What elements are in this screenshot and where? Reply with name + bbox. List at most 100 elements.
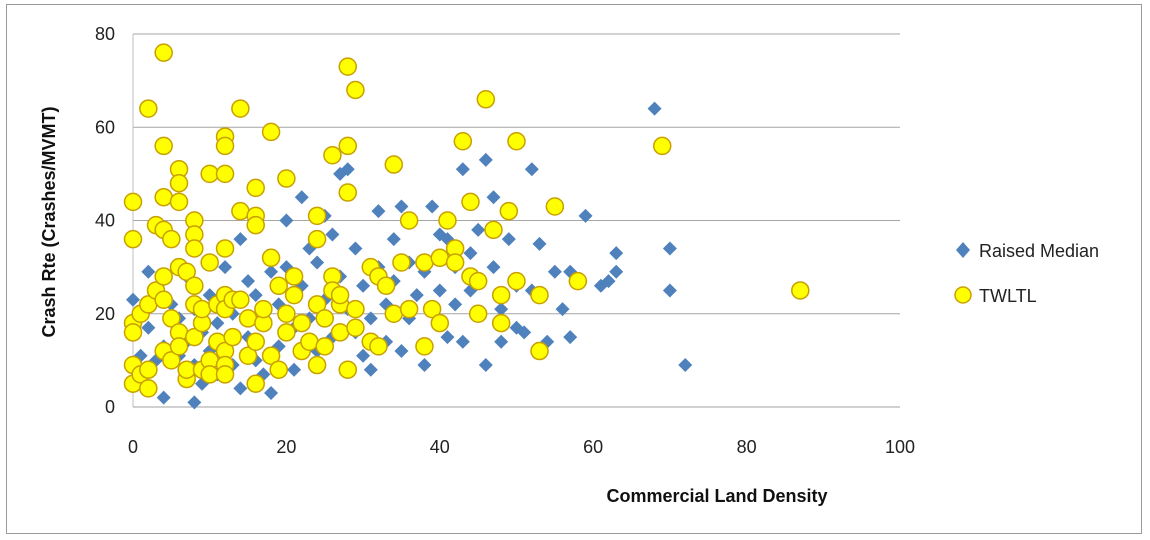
point-twltl: [261, 248, 281, 268]
point-raised-median: [555, 302, 570, 317]
point-twltl: [330, 285, 350, 305]
point-twltl: [461, 192, 480, 212]
point-twltl: [530, 341, 549, 361]
point-twltl: [123, 323, 143, 342]
y-tick-label: 80: [95, 24, 115, 44]
point-twltl: [169, 337, 189, 356]
point-twltl: [430, 248, 450, 268]
point-twltl: [415, 253, 434, 272]
point-raised-median: [409, 288, 424, 303]
point-raised-median: [563, 330, 578, 345]
point-twltl: [399, 299, 419, 319]
point-raised-median: [356, 348, 371, 363]
point-twltl: [484, 220, 503, 240]
point-raised-median: [455, 334, 470, 349]
y-tick-label: 60: [95, 117, 115, 137]
point-raised-median: [662, 241, 677, 256]
point-twltl: [384, 304, 404, 323]
point-raised-median: [455, 162, 470, 177]
point-raised-median: [432, 283, 447, 298]
point-twltl: [507, 131, 526, 151]
point-twltl: [246, 332, 265, 351]
point-twltl: [192, 299, 212, 319]
point-twltl: [507, 271, 526, 291]
point-raised-median: [394, 344, 409, 359]
point-twltl: [338, 136, 358, 156]
point-twltl: [231, 99, 250, 118]
point-raised-median: [340, 162, 355, 177]
point-raised-median: [394, 199, 409, 214]
point-raised-median: [356, 278, 371, 293]
point-twltl: [139, 99, 158, 118]
point-twltl: [376, 276, 396, 296]
point-raised-median: [662, 283, 677, 298]
point-twltl: [292, 313, 311, 333]
point-twltl: [215, 239, 235, 258]
point-twltl: [491, 313, 511, 333]
y-axis-title: Crash Rte (Crashes/MVMT): [39, 106, 59, 337]
y-tick-label: 20: [95, 304, 115, 324]
point-twltl: [215, 365, 235, 384]
point-twltl: [185, 239, 204, 258]
point-twltl: [169, 192, 189, 212]
point-twltl: [346, 80, 365, 100]
point-raised-median: [486, 190, 501, 205]
point-twltl: [154, 187, 173, 207]
point-twltl: [346, 299, 365, 319]
point-twltl: [430, 313, 450, 333]
tick-labels: 0 20 40 60 80 0 20 40 60 80 100: [95, 24, 915, 457]
x-tick-label: 20: [276, 437, 296, 457]
point-twltl: [246, 374, 265, 393]
point-twltl: [338, 57, 358, 76]
point-raised-median: [609, 246, 624, 261]
point-twltl: [154, 43, 173, 62]
point-raised-median: [210, 316, 225, 331]
point-raised-median: [517, 325, 532, 340]
point-twltl: [438, 211, 457, 230]
y-tick-label: 0: [105, 397, 115, 417]
point-twltl: [238, 346, 258, 365]
point-twltl: [307, 295, 327, 314]
point-raised-median: [494, 334, 509, 349]
point-twltl: [185, 327, 204, 347]
point-raised-median: [348, 241, 363, 256]
point-raised-median: [486, 260, 501, 275]
point-raised-median: [386, 232, 401, 247]
point-twltl: [307, 355, 327, 375]
point-twltl: [261, 122, 281, 142]
gridlines: [133, 33, 900, 315]
point-raised-median: [126, 292, 140, 307]
point-twltl: [123, 192, 143, 212]
point-twltl: [284, 285, 304, 305]
point-twltl: [154, 136, 173, 156]
point-twltl: [277, 304, 296, 323]
x-tick-label: 40: [430, 437, 450, 457]
point-twltl: [307, 206, 327, 226]
point-twltl: [123, 229, 143, 249]
point-raised-median: [233, 232, 248, 247]
point-twltl: [200, 365, 219, 384]
point-twltl: [652, 136, 672, 156]
point-twltl: [162, 229, 181, 249]
point-twltl: [300, 332, 319, 351]
x-tick-label: 80: [737, 437, 757, 457]
point-raised-median: [264, 386, 279, 401]
point-raised-median: [524, 162, 539, 177]
point-twltl: [246, 178, 265, 198]
point-twltl: [392, 253, 411, 272]
point-raised-median: [478, 358, 493, 373]
point-raised-median: [547, 264, 562, 279]
point-twltl: [422, 299, 442, 319]
point-raised-median: [363, 311, 378, 326]
point-raised-median: [501, 232, 516, 247]
point-raised-median: [233, 381, 248, 396]
point-raised-median: [425, 199, 440, 214]
point-raised-median: [371, 204, 386, 219]
point-twltl: [154, 267, 173, 286]
point-twltl: [530, 285, 549, 305]
point-twltl: [223, 327, 242, 347]
point-twltl: [215, 136, 235, 156]
point-twltl: [139, 360, 158, 379]
point-twltl: [315, 309, 334, 328]
point-raised-median: [363, 362, 378, 377]
